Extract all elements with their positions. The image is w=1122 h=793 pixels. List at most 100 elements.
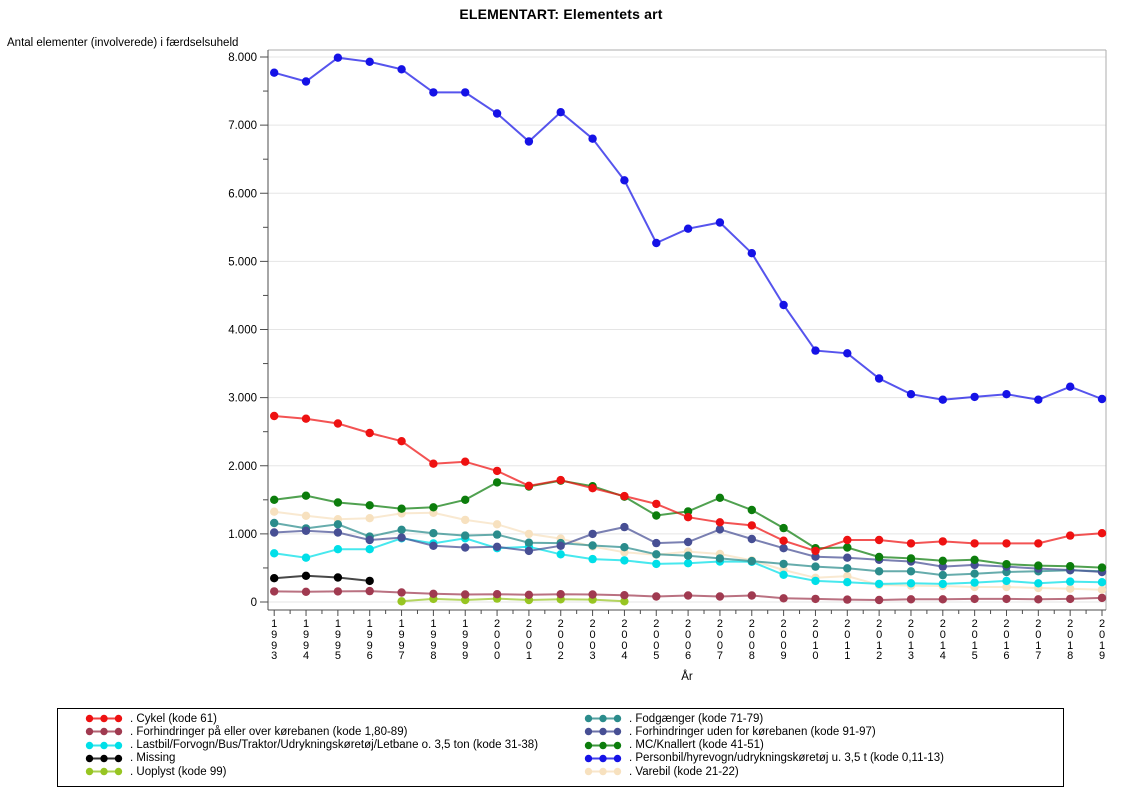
x-axis (273, 610, 1103, 616)
legend-marker-dot (85, 754, 94, 763)
data-point-marker (620, 543, 629, 552)
data-point-marker (938, 395, 947, 404)
series-cykel (270, 411, 1107, 556)
data-point-marker (747, 556, 756, 566)
data-point-marker (270, 528, 279, 537)
data-point-marker (301, 511, 311, 520)
legend-marker-dot (613, 767, 622, 776)
data-point-marker (429, 529, 438, 538)
data-point-marker (588, 541, 597, 550)
data-point-marker (1002, 576, 1011, 586)
x-tick-label: 1 9 9 7 (398, 618, 405, 663)
x-tick-label: 2 0 0 8 (748, 618, 755, 663)
data-point-marker (333, 573, 343, 582)
y-tick-label: 6.000 (228, 188, 257, 200)
legend-marker (85, 714, 123, 723)
data-point-marker (397, 597, 406, 606)
data-point-marker (524, 546, 534, 556)
data-point-marker (461, 590, 470, 599)
legend-marker-dot (584, 754, 593, 763)
x-tick-label: 2 0 1 6 (1003, 618, 1010, 663)
data-point-marker (779, 523, 788, 533)
legend-marker-dot (584, 741, 593, 749)
legend-marker-dot (599, 741, 607, 749)
legend-item-uoplyst: . Uoplyst (kode 99) (85, 765, 227, 778)
legend-marker (584, 728, 622, 736)
data-point-marker (397, 65, 406, 74)
x-tick-label: 2 0 1 3 (907, 618, 915, 663)
y-tick-label: 2.000 (228, 461, 257, 473)
data-point-marker (620, 176, 629, 185)
legend: . Cykel (kode 61) . Fodgænger (kode 71-79… (57, 708, 1064, 787)
data-point-marker (938, 556, 947, 565)
x-tick-label: 1 9 9 8 (430, 618, 437, 663)
data-point-marker (747, 534, 756, 544)
data-point-marker (588, 554, 597, 564)
data-point-marker (874, 535, 884, 545)
data-point-marker (779, 536, 788, 545)
data-point-marker (906, 539, 916, 548)
data-point-marker (365, 514, 374, 523)
data-point-marker (811, 576, 820, 586)
y-tick-label: 0 (251, 597, 257, 609)
data-point-marker (715, 525, 725, 534)
data-point-marker (492, 520, 502, 529)
data-point-marker (970, 578, 979, 587)
data-point-marker (843, 553, 852, 562)
data-point-marker (556, 590, 565, 599)
data-point-marker (1066, 531, 1075, 540)
data-point-marker (1002, 560, 1011, 569)
data-point-marker (779, 300, 788, 310)
legend-marker-dot (85, 767, 94, 776)
legend-item-forhindringer_uden: . Forhindringer uden for kørebanen (kode… (584, 725, 876, 738)
data-point-marker (333, 498, 343, 507)
data-point-marker (652, 238, 661, 248)
data-point-marker (652, 499, 661, 509)
data-point-marker (333, 419, 343, 428)
data-point-marker (365, 535, 374, 545)
legend-marker-dot (114, 728, 123, 736)
data-point-marker (715, 592, 725, 601)
legend-marker-dot (114, 714, 123, 723)
legend-marker-dot (613, 714, 622, 723)
data-point-marker (747, 249, 756, 258)
data-point-marker (843, 535, 852, 545)
legend-label: . MC/Knallert (kode 41-51) (629, 739, 764, 752)
legend-label: . Uoplyst (kode 99) (130, 765, 227, 778)
data-point-marker (620, 491, 629, 501)
series-forhindringer_paa (270, 586, 1107, 605)
data-point-marker (333, 587, 343, 596)
data-point-marker (365, 57, 374, 66)
data-point-marker (1034, 595, 1043, 604)
data-point-marker (843, 595, 852, 604)
data-point-marker (906, 579, 916, 588)
x-tick-label: 2 0 0 5 (653, 618, 660, 663)
data-point-marker (747, 521, 756, 530)
data-point-marker (397, 533, 406, 542)
data-point-marker (683, 591, 693, 600)
data-point-marker (301, 491, 311, 500)
legend-marker-dot (599, 728, 607, 736)
data-point-marker (620, 522, 629, 532)
data-point-marker (938, 579, 947, 589)
data-point-marker (270, 549, 279, 558)
data-point-marker (492, 590, 502, 599)
data-point-marker (1097, 563, 1107, 572)
x-tick-label: 2 0 1 7 (1035, 618, 1042, 663)
legend-marker (584, 754, 622, 763)
legend-item-cykel: . Cykel (kode 61) (85, 712, 217, 725)
data-point-marker (1097, 529, 1107, 538)
x-axis-title: År (681, 671, 693, 683)
legend-label: . Personbil/hyrevogn/udrykningskøretøj u… (629, 752, 944, 765)
data-point-marker (874, 552, 884, 562)
data-point-marker (779, 544, 788, 553)
data-point-marker (874, 579, 884, 589)
data-point-marker (843, 564, 852, 573)
data-point-marker (874, 567, 884, 576)
data-point-marker (429, 88, 438, 97)
data-point-marker (779, 570, 788, 579)
data-point-marker (652, 550, 661, 559)
data-point-marker (397, 588, 406, 597)
legend-item-lastbil: . Lastbil/Forvogn/Bus/Traktor/Udryknings… (85, 739, 538, 752)
data-point-marker (683, 559, 693, 568)
